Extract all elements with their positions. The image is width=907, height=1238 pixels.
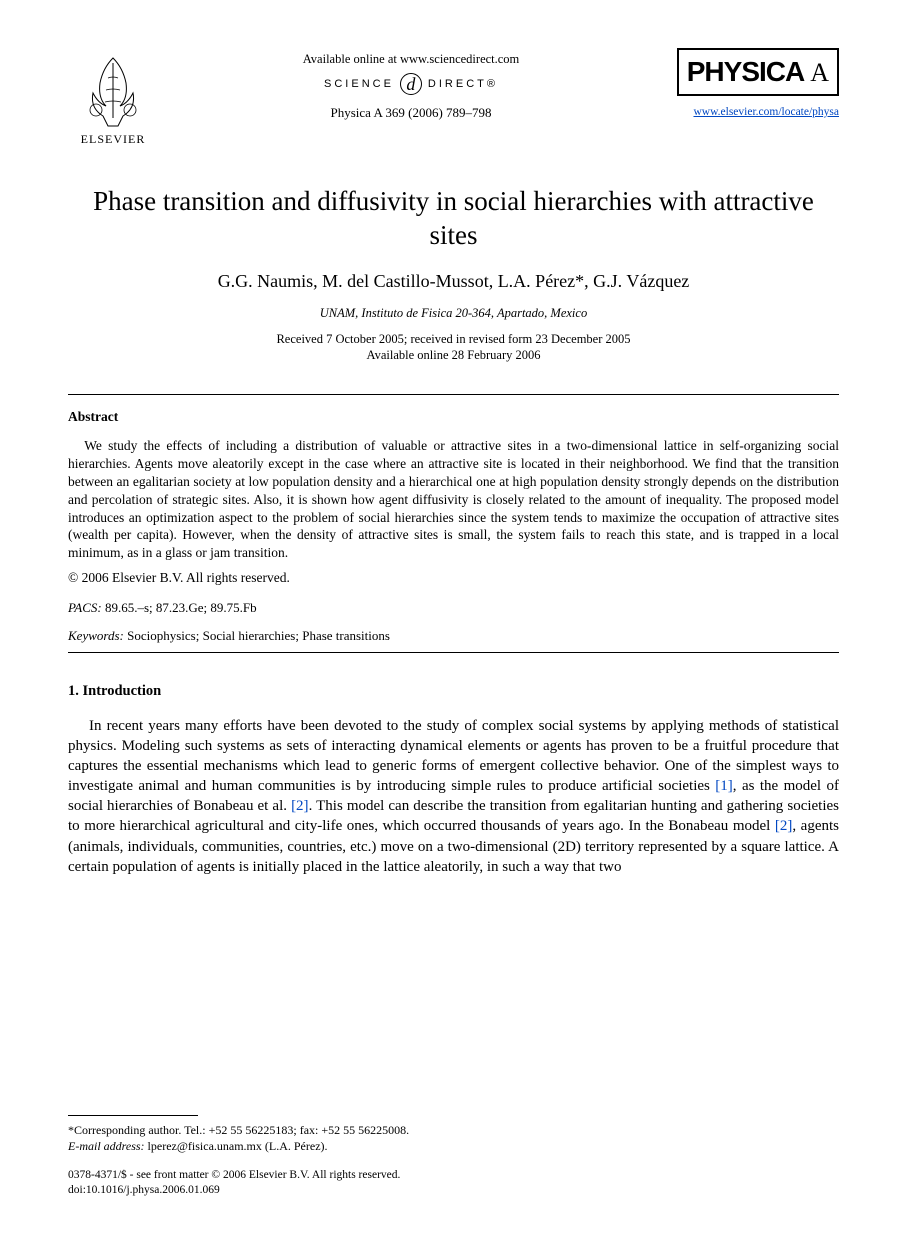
divider-bottom <box>68 652 839 653</box>
corresponding-author: *Corresponding author. Tel.: +52 55 5622… <box>68 1122 839 1154</box>
footnote-rule <box>68 1115 198 1116</box>
keywords-label: Keywords: <box>68 628 124 643</box>
corr-fax: +52 55 56225008. <box>321 1123 409 1137</box>
sd-right: DIRECT® <box>428 78 498 90</box>
elsevier-tree-icon <box>78 48 148 128</box>
ref-link-1[interactable]: [1] <box>715 778 733 794</box>
elsevier-label: ELSEVIER <box>68 132 158 147</box>
pacs-line: PACS: 89.65.–s; 87.23.Ge; 89.75.Fb <box>68 600 839 616</box>
sd-d-icon: d <box>400 73 422 95</box>
keywords-line: Keywords: Sociophysics; Social hierarchi… <box>68 628 839 644</box>
citation-line: Physica A 369 (2006) 789–798 <box>158 105 664 121</box>
available-online-text: Available online at www.sciencedirect.co… <box>158 52 664 67</box>
sd-left: SCIENCE <box>324 78 394 90</box>
doi-line: doi:10.1016/j.physa.2006.01.069 <box>68 1183 839 1198</box>
divider-top <box>68 394 839 395</box>
ref-link-2b[interactable]: [2] <box>775 818 793 834</box>
ref-link-2a[interactable]: [2] <box>291 798 309 814</box>
front-matter: 0378-4371/$ - see front matter © 2006 El… <box>68 1168 839 1198</box>
front-matter-line: 0378-4371/$ - see front matter © 2006 El… <box>68 1168 839 1183</box>
online-date: Available online 28 February 2006 <box>68 347 839 364</box>
email-label: E-mail address: <box>68 1139 145 1153</box>
sciencedirect-logo: SCIENCE d DIRECT® <box>158 73 664 95</box>
center-header: Available online at www.sciencedirect.co… <box>158 48 664 121</box>
keywords-values: Sociophysics; Social hierarchies; Phase … <box>127 628 390 643</box>
abstract-heading: Abstract <box>68 409 839 425</box>
physica-word: PHYSICA <box>687 56 804 87</box>
received-date: Received 7 October 2005; received in rev… <box>68 331 839 348</box>
pacs-values: 89.65.–s; 87.23.Ge; 89.75.Fb <box>105 600 257 615</box>
physica-suffix: A <box>810 58 829 87</box>
journal-url-link[interactable]: www.elsevier.com/locate/physa <box>693 106 839 118</box>
article-title: Phase transition and diffusivity in soci… <box>68 185 839 253</box>
abstract-copyright: © 2006 Elsevier B.V. All rights reserved… <box>68 570 839 586</box>
page-header: ELSEVIER Available online at www.science… <box>68 48 839 147</box>
intro-paragraph: In recent years many efforts have been d… <box>68 716 839 877</box>
fax-label: ; fax: <box>293 1123 321 1137</box>
journal-logo-block: PHYSICAA www.elsevier.com/locate/physa <box>664 48 839 120</box>
affiliation: UNAM, Instituto de Fisica 20-364, Aparta… <box>68 306 839 321</box>
pacs-label: PACS: <box>68 600 102 615</box>
physica-logo: PHYSICAA <box>677 48 839 96</box>
author-list: G.G. Naumis, M. del Castillo-Mussot, L.A… <box>68 271 839 292</box>
article-dates: Received 7 October 2005; received in rev… <box>68 331 839 365</box>
elsevier-logo: ELSEVIER <box>68 48 158 147</box>
page-footer: *Corresponding author. Tel.: +52 55 5622… <box>68 1115 839 1198</box>
abstract-text: We study the effects of including a dist… <box>68 437 839 562</box>
corr-email: lperez@fisica.unam.mx (L.A. Pérez). <box>148 1139 328 1153</box>
corr-tel: +52 55 56225183 <box>209 1123 294 1137</box>
intro-heading: 1. Introduction <box>68 683 839 700</box>
corr-label: *Corresponding author. Tel.: <box>68 1123 209 1137</box>
